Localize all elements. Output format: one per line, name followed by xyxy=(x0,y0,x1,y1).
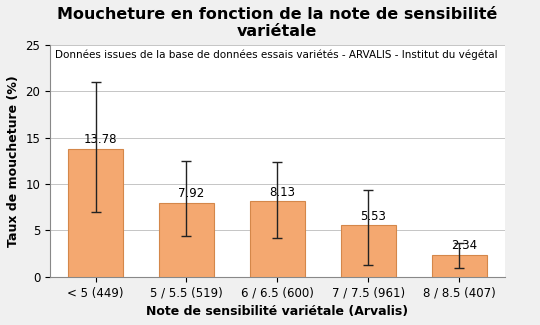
Text: 13.78: 13.78 xyxy=(83,133,117,146)
Text: 5.53: 5.53 xyxy=(360,210,386,223)
Text: 2.34: 2.34 xyxy=(451,239,477,252)
Bar xyxy=(432,255,487,277)
Bar xyxy=(250,201,305,277)
Text: 8.13: 8.13 xyxy=(269,186,295,199)
Bar xyxy=(68,149,123,277)
Text: 7.92: 7.92 xyxy=(178,188,204,201)
Title: Moucheture en fonction de la note de sensibilité
variétale: Moucheture en fonction de la note de sen… xyxy=(57,7,497,39)
Y-axis label: Taux de moucheture (%): Taux de moucheture (%) xyxy=(7,75,20,247)
X-axis label: Note de sensibilité variétale (Arvalis): Note de sensibilité variétale (Arvalis) xyxy=(146,305,408,318)
Text: Données issues de la base de données essais variétés - ARVALIS - Institut du vég: Données issues de la base de données ess… xyxy=(55,49,497,60)
Bar xyxy=(341,226,396,277)
Bar xyxy=(159,203,214,277)
